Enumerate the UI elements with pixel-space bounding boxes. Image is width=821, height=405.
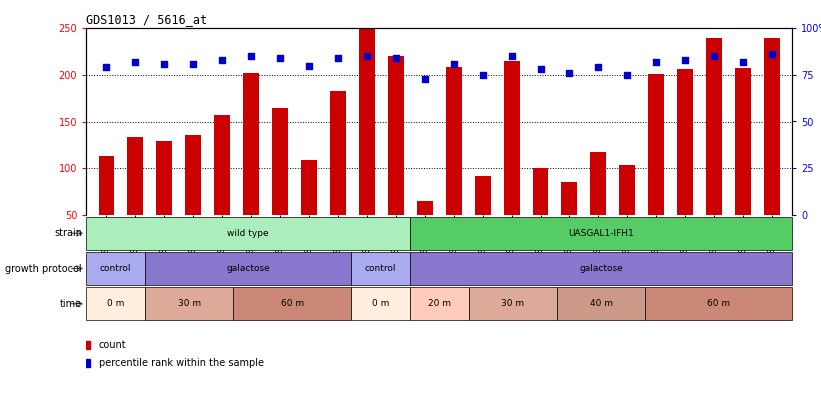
Bar — [503, 61, 520, 261]
Text: growth protocol: growth protocol — [6, 264, 82, 273]
Point — [649, 59, 663, 65]
Bar — [351, 287, 410, 320]
Point — [273, 55, 287, 62]
Point — [563, 70, 576, 76]
Point — [216, 57, 229, 63]
Bar — [145, 252, 351, 285]
Point — [679, 57, 692, 63]
Text: control: control — [100, 264, 131, 273]
Text: 40 m: 40 m — [589, 299, 612, 308]
Bar — [446, 68, 461, 261]
Point — [765, 51, 778, 58]
Bar — [475, 175, 491, 261]
Bar — [330, 91, 346, 261]
Bar — [186, 134, 201, 261]
Point — [332, 55, 345, 62]
Bar — [410, 252, 792, 285]
Text: percentile rank within the sample: percentile rank within the sample — [99, 358, 264, 368]
Bar — [562, 182, 577, 261]
Text: strain: strain — [54, 228, 82, 238]
Text: control: control — [365, 264, 397, 273]
Point — [389, 55, 402, 62]
Bar — [417, 201, 433, 261]
Bar — [706, 38, 722, 261]
Bar — [86, 252, 145, 285]
Point — [534, 66, 547, 72]
Bar — [677, 69, 693, 261]
Point — [158, 60, 171, 67]
Bar — [243, 73, 259, 261]
Bar — [533, 168, 548, 261]
Text: GDS1013 / 5616_at: GDS1013 / 5616_at — [86, 13, 208, 26]
Bar — [410, 217, 792, 250]
Bar — [145, 287, 233, 320]
Text: wild type: wild type — [227, 229, 268, 238]
Bar — [469, 287, 557, 320]
Text: time: time — [60, 299, 82, 309]
Text: 30 m: 30 m — [501, 299, 525, 308]
Bar — [645, 287, 792, 320]
Bar — [359, 28, 375, 261]
Bar — [233, 287, 351, 320]
Text: 30 m: 30 m — [177, 299, 201, 308]
Text: 60 m: 60 m — [281, 299, 304, 308]
Bar — [764, 38, 780, 261]
Text: 0 m: 0 m — [107, 299, 124, 308]
Text: 0 m: 0 m — [372, 299, 389, 308]
Bar — [156, 141, 172, 261]
Point — [100, 64, 113, 71]
Bar — [410, 287, 469, 320]
Text: galactose: galactose — [226, 264, 270, 273]
Bar — [127, 137, 144, 261]
Bar — [214, 115, 230, 261]
Bar — [619, 165, 635, 261]
Point — [592, 64, 605, 71]
Text: UASGAL1-IFH1: UASGAL1-IFH1 — [568, 229, 634, 238]
Point — [708, 53, 721, 60]
Point — [129, 59, 142, 65]
Bar — [86, 217, 410, 250]
Text: 60 m: 60 m — [707, 299, 731, 308]
Point — [736, 59, 750, 65]
Bar — [86, 287, 145, 320]
Bar — [388, 56, 404, 261]
Point — [447, 60, 461, 67]
Point — [302, 62, 315, 69]
Text: 20 m: 20 m — [428, 299, 451, 308]
Bar — [590, 152, 607, 261]
Point — [360, 53, 374, 60]
Bar — [735, 68, 751, 261]
Text: count: count — [99, 340, 126, 350]
Point — [418, 75, 431, 82]
Bar — [649, 74, 664, 261]
Point — [476, 72, 489, 78]
Bar — [557, 287, 645, 320]
Point — [245, 53, 258, 60]
Text: galactose: galactose — [579, 264, 623, 273]
Point — [621, 72, 634, 78]
Bar — [272, 107, 288, 261]
Point — [186, 60, 200, 67]
Bar — [99, 156, 114, 261]
Point — [505, 53, 518, 60]
Bar — [351, 252, 410, 285]
Bar — [301, 160, 317, 261]
